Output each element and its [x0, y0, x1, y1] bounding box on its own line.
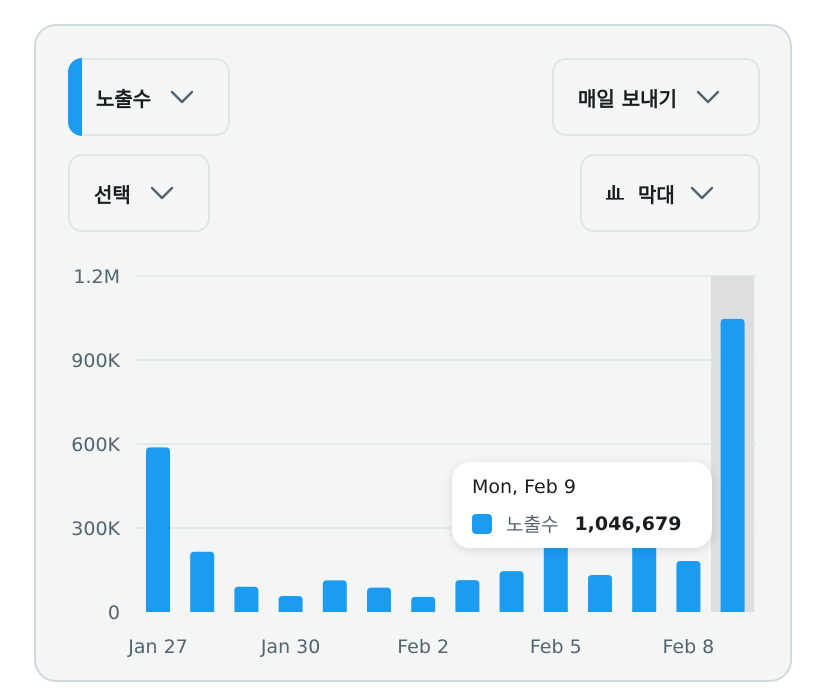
select-dropdown-label: 선택: [94, 182, 131, 207]
metric-dropdown[interactable]: 노출수: [68, 58, 230, 136]
chart-type-dropdown-label: 막대: [638, 182, 675, 207]
tooltip-series-value: 1,046,679: [574, 512, 682, 535]
chart-tooltip: Mon, Feb 9 노출수 1,046,679: [452, 462, 712, 548]
frequency-dropdown-label: 매일 보내기: [578, 86, 677, 111]
metric-accent-bar: [68, 58, 82, 136]
chevron-down-icon: [169, 89, 195, 105]
chevron-down-icon: [149, 185, 175, 201]
chevron-down-icon: [695, 89, 721, 105]
tooltip-series-swatch: [472, 513, 492, 534]
chevron-down-icon: [689, 185, 715, 201]
tooltip-date: Mon, Feb 9: [472, 476, 576, 498]
metric-dropdown-label: 노출수: [96, 86, 152, 111]
chart-type-dropdown[interactable]: 막대: [580, 154, 760, 232]
tooltip-series-row: 노출수 1,046,679: [472, 510, 692, 537]
select-dropdown[interactable]: 선택: [68, 154, 210, 232]
bar-chart-icon: [606, 181, 624, 205]
frequency-dropdown[interactable]: 매일 보내기: [552, 58, 760, 136]
tooltip-series-name: 노출수: [506, 514, 559, 536]
